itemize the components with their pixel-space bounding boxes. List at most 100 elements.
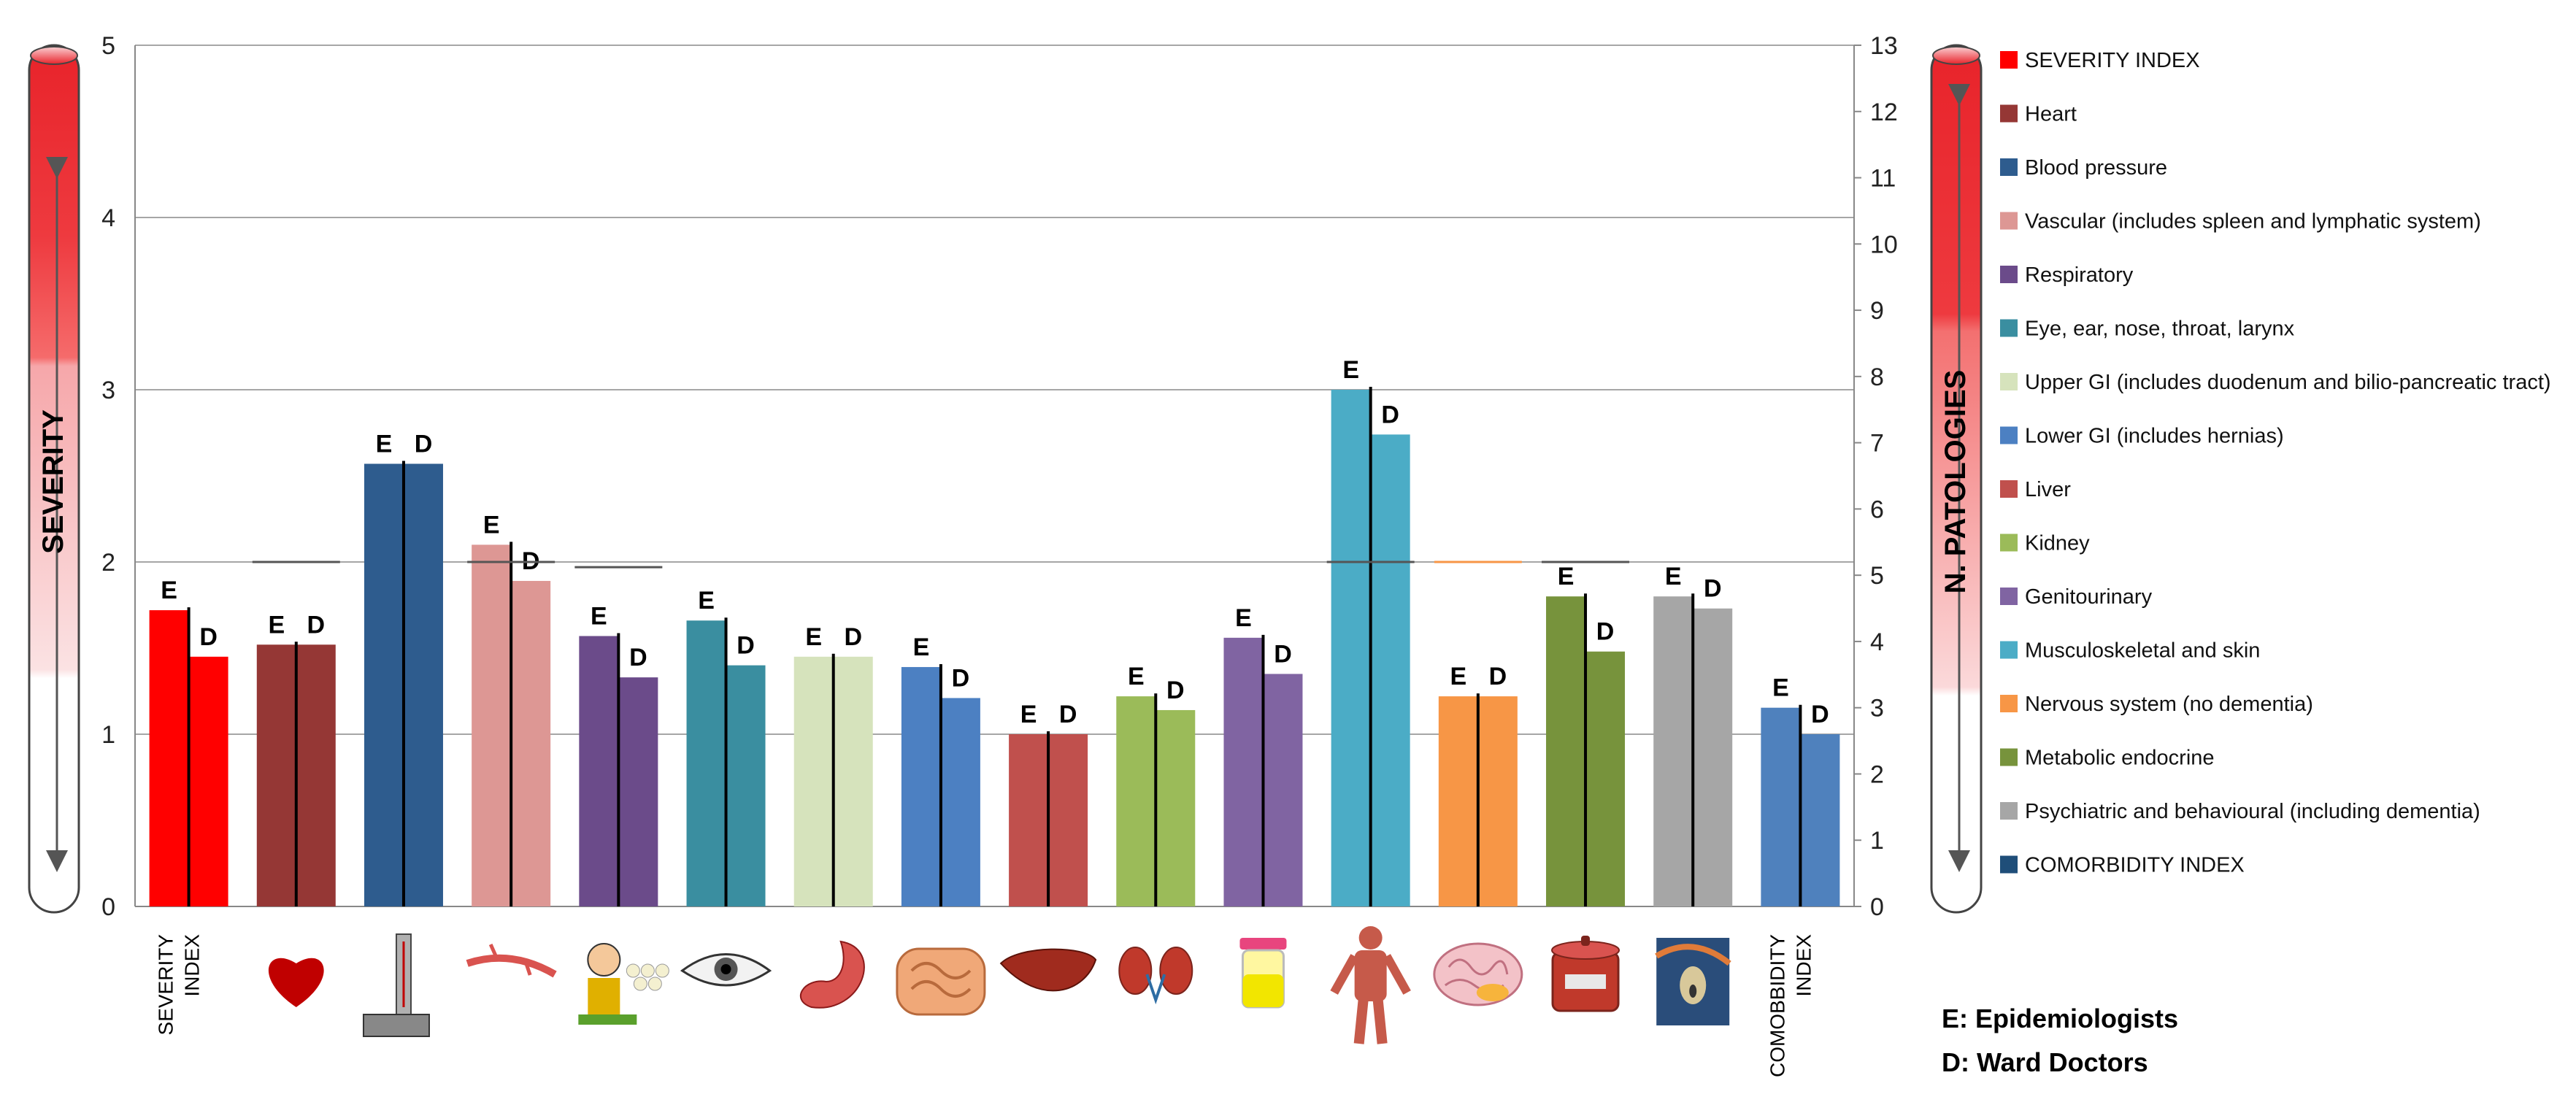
bar-label-e: E: [1450, 663, 1467, 690]
bar-label-d: D: [1811, 701, 1829, 728]
bar-label-e: E: [268, 611, 285, 639]
legend-label-respiratory: Respiratory: [2025, 263, 2134, 287]
bar-d-musculoskeletal-and-skin: [1370, 434, 1410, 906]
legend-label-severity-index: SEVERITY INDEX: [2025, 49, 2200, 72]
legend-swatch-musculoskeletal-and-skin: [2000, 641, 2018, 659]
bar-label-d: D: [415, 430, 433, 458]
bar-e-heart: [256, 644, 296, 906]
legend-label-metabolic-endocrine: Metabolic endocrine: [2025, 747, 2215, 770]
category-label-comorbidity-index: COMOBBIDITY: [1766, 934, 1788, 1077]
bar-group-lower-gi-includes-hernias: ED: [901, 633, 980, 906]
right-tick-label: 2: [1870, 760, 1884, 788]
bar-group-musculoskeletal-and-skin: ED: [1331, 356, 1410, 906]
liver-icon: [999, 948, 1097, 992]
right-tick-label: 9: [1870, 297, 1884, 325]
bar-label-d: D: [952, 664, 970, 692]
bar-e-genitourinary: [1223, 637, 1264, 906]
right-tick-label: 1: [1870, 827, 1884, 855]
category-label-severity-index: SEVERITY: [155, 934, 177, 1036]
legend-label-nervous-system-no-dementia: Nervous system (no dementia): [2025, 693, 2313, 716]
note-ward-doctors: D: Ward Doctors: [1942, 1047, 2148, 1077]
right-tick-label: 10: [1870, 231, 1898, 258]
bar-d-liver: [1048, 734, 1088, 906]
bar-label-d: D: [199, 623, 218, 651]
legend-label-psychiatric-and-behavioural-including-dementia: Psychiatric and behavioural (including d…: [2025, 800, 2480, 823]
legend-label-comorbidity-index: COMORBIDITY INDEX: [2025, 854, 2245, 877]
bar-d-heart: [296, 644, 336, 906]
right-tick-label: 7: [1870, 430, 1884, 458]
bar-d-nervous-system-no-dementia: [1477, 696, 1518, 906]
bar-d-kidney: [1156, 709, 1196, 906]
legend-label-upper-gi-includes-duodenum-and-bilio-pancreatic-tract: Upper GI (includes duodenum and bilio-pa…: [2025, 371, 2551, 394]
urine-sample-icon: [1239, 938, 1287, 1009]
bar-label-d: D: [737, 632, 755, 660]
bar-d-vascular-includes-spleen-and-lymphatic-system: [511, 580, 551, 906]
right-tick-label: 3: [1870, 695, 1884, 723]
bar-group-eye-ear-nose-throat-larynx: ED: [686, 587, 766, 906]
note-epidemiologists: E: Epidemiologists: [1942, 1004, 2178, 1033]
left-tick-label: 1: [101, 721, 115, 749]
right-tick-label: 12: [1870, 99, 1898, 126]
bar-group-metabolic-endocrine: ED: [1546, 563, 1626, 906]
left-tick-label: 5: [101, 32, 115, 60]
bar-d-respiratory: [618, 677, 658, 906]
bar-e-vascular-includes-spleen-and-lymphatic-system: [472, 544, 512, 906]
coughing-person-icon: [578, 943, 669, 1025]
legend-swatch-severity-index: [2000, 51, 2018, 69]
bar-e-kidney: [1116, 696, 1156, 906]
bar-label-d: D: [1704, 575, 1722, 603]
right-axis-title: N. PATOLOGIES: [1939, 370, 1972, 594]
legend-swatch-nervous-system-no-dementia: [2000, 695, 2018, 712]
bar-d-lower-gi-includes-hernias: [940, 698, 980, 906]
legend-swatch-upper-gi-includes-duodenum-and-bilio-pancreatic-tract: [2000, 373, 2018, 390]
legend-swatch-lower-gi-includes-hernias: [2000, 426, 2018, 444]
right-tick-label: 8: [1870, 363, 1884, 391]
bar-label-d: D: [1166, 677, 1185, 704]
right-tick-label: 4: [1870, 628, 1884, 656]
bar-e-respiratory: [579, 636, 619, 906]
legend-swatch-metabolic-endocrine: [2000, 748, 2018, 766]
left-tick-label: 2: [101, 549, 115, 577]
bar-label-e: E: [1772, 674, 1789, 702]
legend-swatch-vascular-includes-spleen-and-lymphatic-system: [2000, 212, 2018, 230]
bar-label-e: E: [1342, 356, 1359, 384]
bar-label-e: E: [1665, 563, 1682, 590]
legend-label-lower-gi-includes-hernias: Lower GI (includes hernias): [2025, 425, 2284, 448]
bar-label-e: E: [698, 587, 715, 615]
legend-label-kidney: Kidney: [2025, 532, 2090, 555]
blood-vessel-icon: [466, 943, 557, 978]
patologies-thermometer: N. PATOLOGIES: [1930, 44, 1983, 914]
bar-e-lower-gi-includes-hernias: [901, 666, 941, 906]
bar-e-upper-gi-includes-duodenum-and-bilio-pancreatic-tract: [793, 656, 834, 906]
bar-d-comorbidity-index: [1800, 734, 1840, 906]
bar-label-e: E: [1128, 663, 1145, 690]
bar-label-e: E: [591, 602, 607, 630]
bar-label-e: E: [913, 633, 930, 661]
bar-e-severity-index: [149, 610, 189, 906]
bar-label-d: D: [1596, 618, 1615, 646]
left-axis-title: SEVERITY: [37, 409, 69, 554]
legend-swatch-heart: [2000, 104, 2018, 123]
right-tick-label: 5: [1870, 562, 1884, 590]
legend-label-genitourinary: Genitourinary: [2025, 585, 2153, 609]
bar-label-d: D: [844, 623, 862, 651]
intestines-icon: [896, 947, 986, 1016]
bar-label-d: D: [307, 611, 326, 639]
blood-pressure-monitor-icon: [362, 933, 430, 1037]
bar-group-vascular-includes-spleen-and-lymphatic-system: ED: [472, 511, 551, 906]
bar-group-comorbidity-index: ED: [1761, 674, 1840, 906]
legend-label-eye-ear-nose-throat-larynx: Eye, ear, nose, throat, larynx: [2025, 317, 2295, 341]
left-tick-label: 4: [101, 204, 115, 232]
bar-d-eye-ear-nose-throat-larynx: [726, 665, 766, 906]
right-tick-label: 13: [1870, 32, 1898, 60]
legend-swatch-blood-pressure: [2000, 158, 2018, 176]
bar-label-e: E: [1558, 563, 1575, 590]
category-labels: SEVERITY INDEX COMOBBIDITY INDEX: [155, 934, 1815, 1077]
bar-label-e: E: [376, 430, 393, 458]
legend-swatch-kidney: [2000, 534, 2018, 552]
